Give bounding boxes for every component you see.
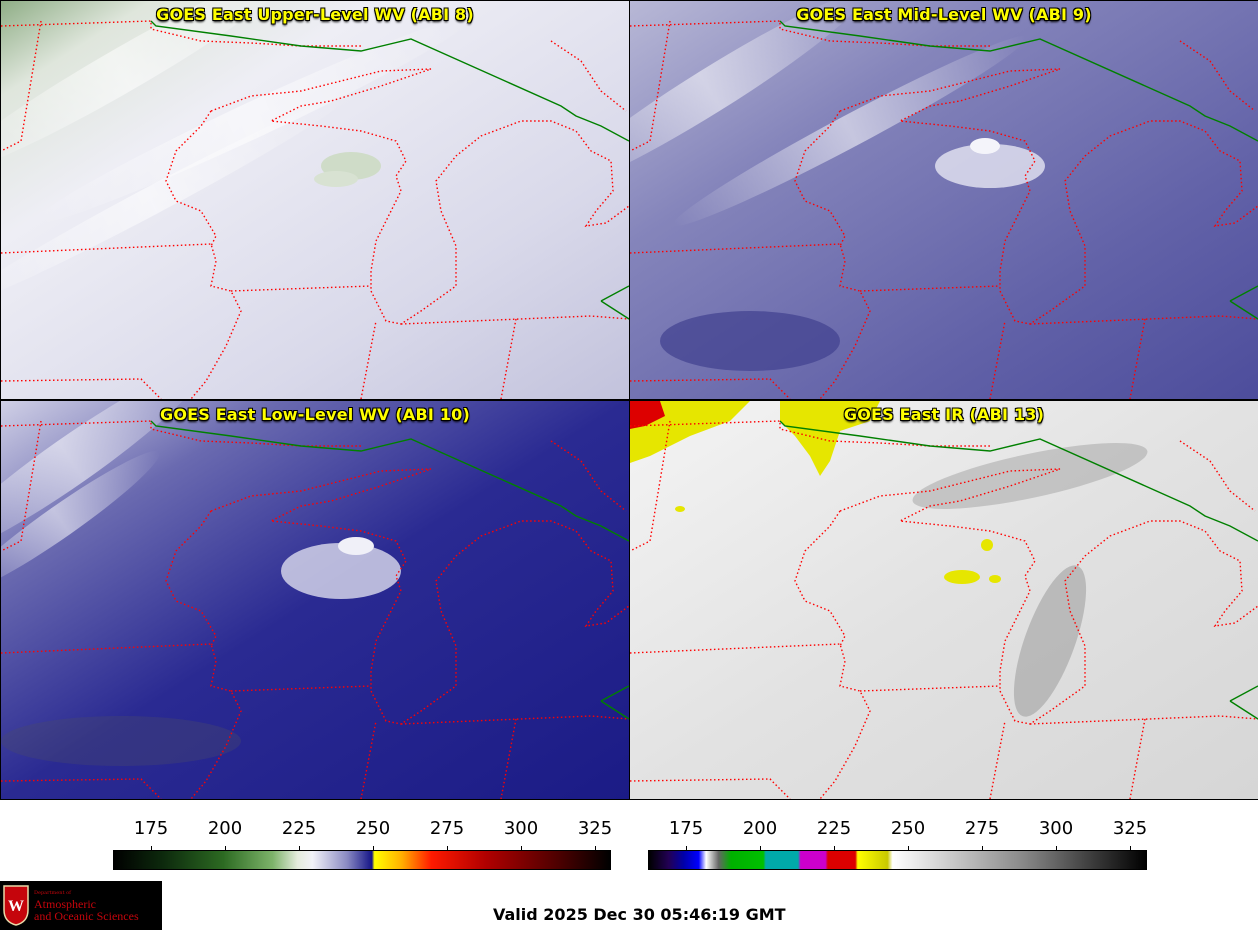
colorbar-tick-mark (1056, 846, 1057, 850)
colorbar-tick-label: 250 (890, 818, 926, 839)
colorbar-tick-label: 275 (429, 818, 465, 839)
colorbar-tick-label: 225 (816, 818, 852, 839)
wv-colorbar-gradient (113, 850, 611, 870)
aos-logo: W Department of Atmospheric and Oceanic … (0, 881, 162, 930)
upper-level-wv-image (1, 1, 629, 399)
colorbar-tick-label: 175 (133, 818, 169, 839)
colorbar-tick-mark (447, 846, 448, 850)
panel-upper-level-wv: GOES East Upper-Level WV (ABI 8) (0, 0, 630, 400)
colorbar-tick-label: 200 (207, 818, 243, 839)
colorbar-tick-mark (595, 846, 596, 850)
low-level-wv-image (1, 401, 629, 799)
colorbar-tick-mark (151, 846, 152, 850)
ir-image (630, 401, 1258, 799)
colorbar-tick-label: 325 (1112, 818, 1148, 839)
panel-ir: GOES East IR (ABI 13) (629, 400, 1258, 800)
colorbar-tick-label: 175 (668, 818, 704, 839)
colorbar-tick-mark (908, 846, 909, 850)
panel-title: GOES East Low-Level WV (ABI 10) (159, 405, 470, 424)
colorbar-tick-label: 325 (577, 818, 613, 839)
svg-text:W: W (8, 898, 24, 915)
logo-line-2: and Oceanic Sciences (34, 909, 139, 923)
ir-colorbar: 175 200 225 250 275 300 325 (648, 812, 1147, 872)
colorbar-tick-mark (760, 846, 761, 850)
mid-level-wv-image (630, 1, 1258, 399)
panel-low-level-wv: GOES East Low-Level WV (ABI 10) (0, 400, 630, 800)
panel-title: GOES East Mid-Level WV (ABI 9) (796, 5, 1092, 24)
colorbar-tick-mark (521, 846, 522, 850)
colorbar-tick-mark (1130, 846, 1131, 850)
colorbar-tick-label: 300 (503, 818, 539, 839)
colorbar-tick-mark (834, 846, 835, 850)
colorbar-tick-mark (982, 846, 983, 850)
colorbar-tick-mark (299, 846, 300, 850)
colorbar-tick-label: 275 (964, 818, 1000, 839)
wv-colorbar: 175 200 225 250 275 300 325 (113, 812, 613, 872)
colorbar-tick-label: 200 (742, 818, 778, 839)
colorbar-tick-mark (686, 846, 687, 850)
colorbar-tick-label: 300 (1038, 818, 1074, 839)
colorbar-tick-mark (225, 846, 226, 850)
colorbar-tick-label: 225 (281, 818, 317, 839)
valid-time-label: Valid 2025 Dec 30 05:46:19 GMT (493, 905, 786, 924)
colorbar-tick-label: 250 (355, 818, 391, 839)
panel-title: GOES East IR (ABI 13) (843, 405, 1045, 424)
panel-title: GOES East Upper-Level WV (ABI 8) (156, 5, 474, 24)
logo-dept-text: Department of (34, 890, 71, 896)
colorbar-tick-mark (373, 846, 374, 850)
ir-colorbar-gradient (648, 850, 1147, 870)
uw-crest-icon: W (3, 885, 29, 926)
panel-mid-level-wv: GOES East Mid-Level WV (ABI 9) (629, 0, 1258, 400)
logo-line-1: Atmospheric (34, 897, 96, 911)
